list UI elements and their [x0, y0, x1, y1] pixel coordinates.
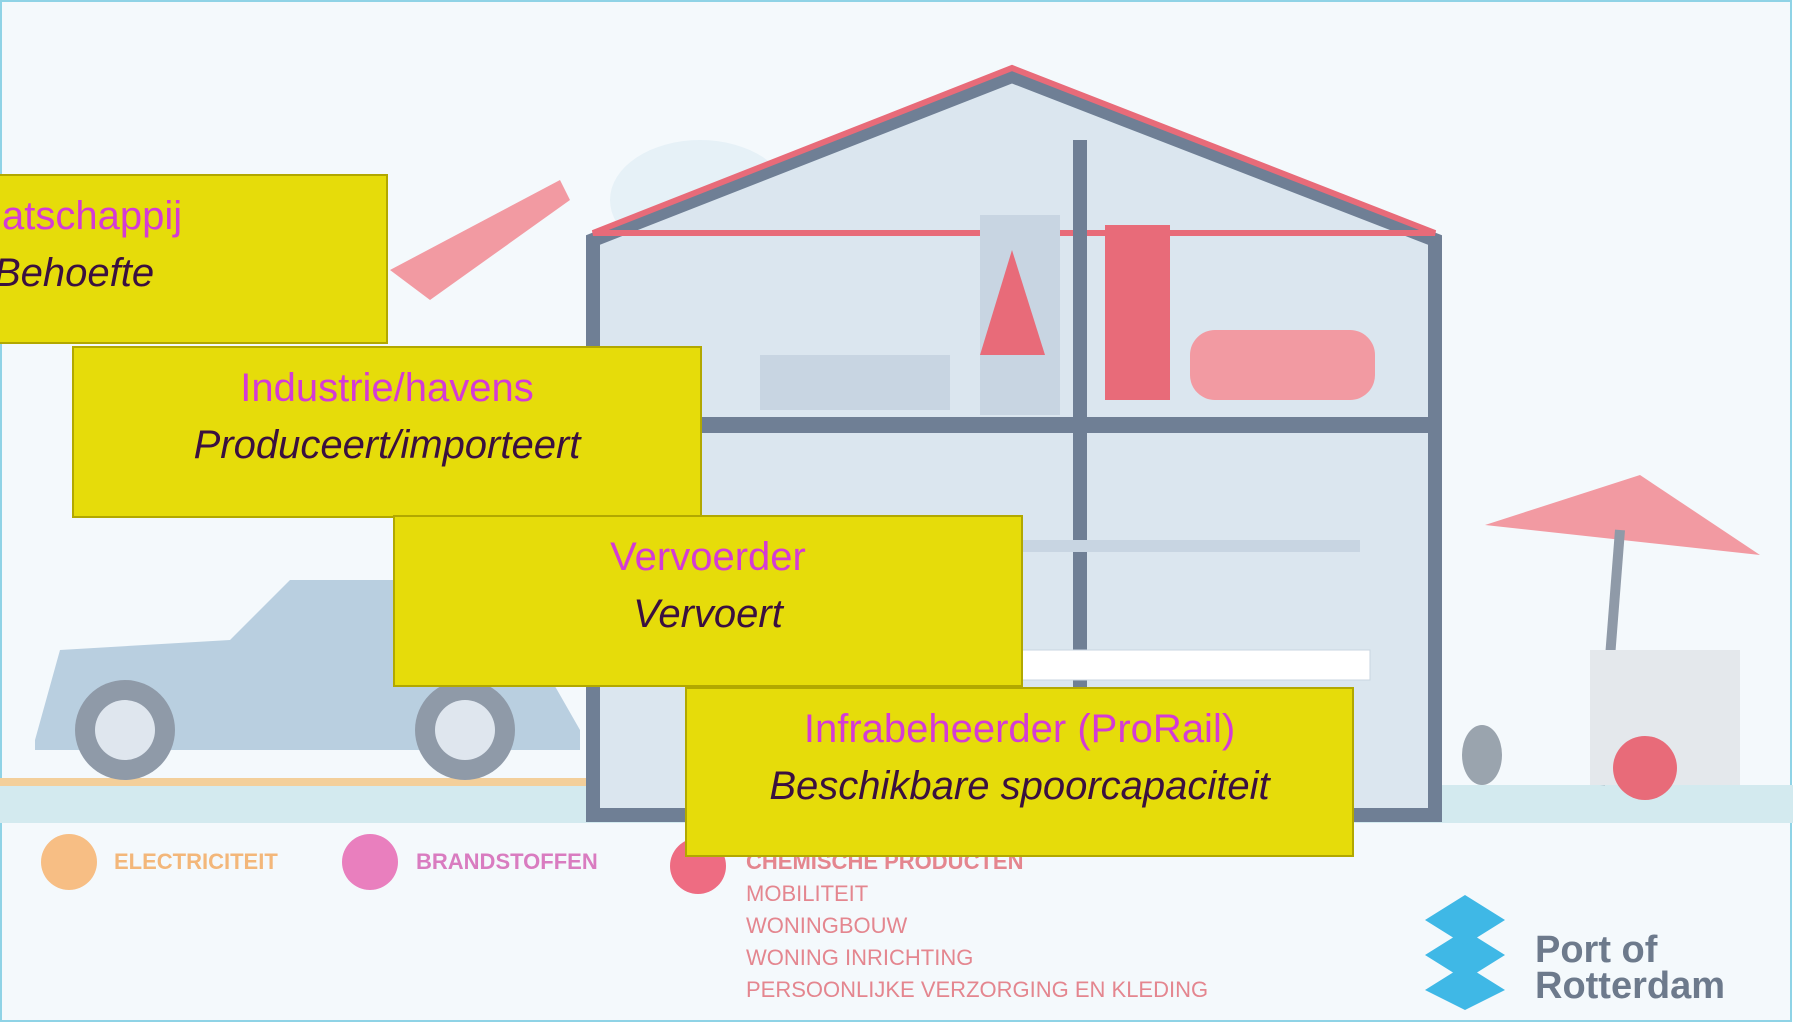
- box-subtitle: Beschikbare spoorcapaciteit: [687, 758, 1352, 815]
- box-title: Industrie/havens: [74, 360, 700, 417]
- legend-item: BRANDSTOFFEN: [416, 849, 598, 875]
- legend-item: ELECTRICITEIT: [114, 849, 278, 875]
- logo-text: Rotterdam: [1535, 966, 1725, 1006]
- legend-subitem: WONINGBOUW: [746, 913, 907, 939]
- role-box: Industrie/havens Produceert/importeert: [72, 346, 702, 518]
- role-box: atschappij Behoefte: [0, 174, 388, 344]
- box-title: Infrabeheerder (ProRail): [687, 701, 1352, 758]
- box-title: Vervoerder: [395, 529, 1021, 586]
- box-title: atschappij: [2, 188, 386, 245]
- box-subtitle: Vervoert: [395, 586, 1021, 643]
- logo-text: Port of: [1535, 930, 1657, 970]
- legend-subitem: WONING INRICHTING: [746, 945, 973, 971]
- legend-subitem: PERSOONLIJKE VERZORGING EN KLEDING: [746, 977, 1208, 1003]
- slide: ELECTRICITEIT BRANDSTOFFEN CHEMISCHE PRO…: [0, 0, 1793, 1023]
- box-subtitle: Produceert/importeert: [74, 417, 700, 474]
- legend-subitem: MOBILITEIT: [746, 881, 868, 907]
- role-box: Infrabeheerder (ProRail) Beschikbare spo…: [685, 687, 1354, 857]
- box-subtitle: Behoefte: [0, 245, 386, 302]
- role-box: Vervoerder Vervoert: [393, 515, 1023, 687]
